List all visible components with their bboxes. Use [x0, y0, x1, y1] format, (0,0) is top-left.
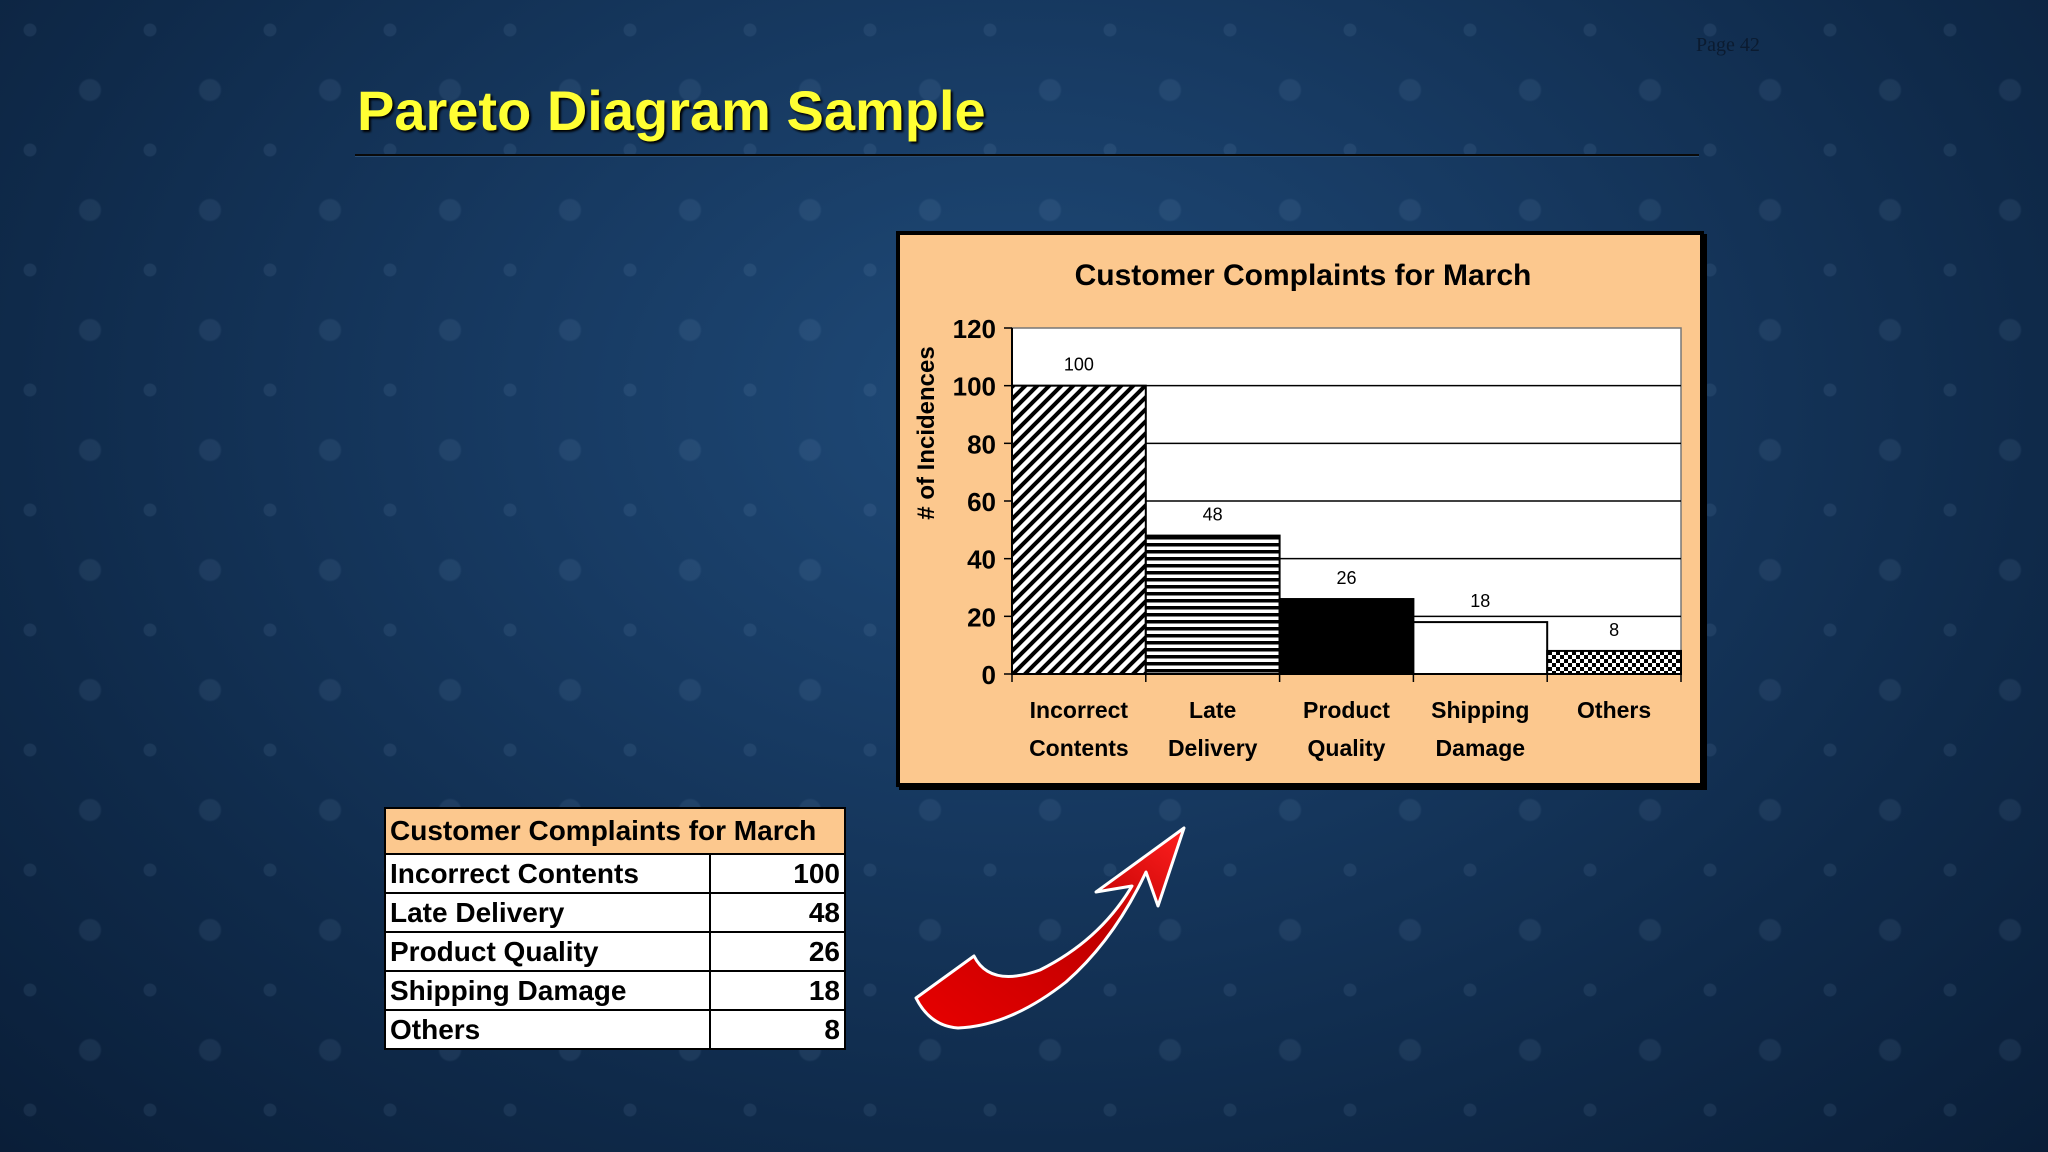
- x-tick-label: Late Delivery: [1168, 697, 1258, 761]
- y-tick-label: 60: [967, 487, 996, 517]
- table-cell-label: Others: [384, 1009, 711, 1050]
- table-row: Late Delivery 48: [384, 892, 846, 933]
- bar: [1144, 534, 1281, 675]
- x-tick-label: Shipping Damage: [1431, 697, 1529, 761]
- table-header: Customer Complaints for March: [384, 807, 846, 855]
- y-tick-label: 80: [967, 429, 996, 459]
- bar: [1011, 384, 1147, 676]
- slide-title: Pareto Diagram Sample: [357, 79, 986, 142]
- table-row: Incorrect Contents 100: [384, 853, 846, 894]
- x-tick-label: Incorrect Contents: [1029, 697, 1129, 761]
- table-cell-value: 100: [709, 853, 846, 894]
- data-table: Customer Complaints for March Incorrect …: [384, 807, 846, 1050]
- x-tick-label: Product Quality: [1303, 697, 1390, 761]
- bar: [1546, 649, 1683, 675]
- table-cell-value: 26: [709, 931, 846, 972]
- table-cell-label: Product Quality: [384, 931, 711, 972]
- title-divider: [355, 154, 1699, 156]
- y-tick-label: 40: [967, 545, 996, 575]
- data-label: 26: [1336, 568, 1356, 588]
- bar: [1412, 621, 1549, 676]
- data-label: 18: [1470, 591, 1490, 611]
- chart-title: Customer Complaints for March: [1075, 259, 1532, 292]
- y-tick-label: 100: [953, 372, 996, 402]
- table-cell-label: Shipping Damage: [384, 970, 711, 1011]
- table-cell-label: Late Delivery: [384, 892, 711, 933]
- pareto-chart: Customer Complaints for March # of Incid…: [896, 231, 1704, 787]
- data-label: 8: [1609, 620, 1619, 640]
- table-cell-label: Incorrect Contents: [384, 853, 711, 894]
- table-row: Shipping Damage 18: [384, 970, 846, 1011]
- y-tick-label: 0: [982, 660, 996, 690]
- y-tick-label: 20: [967, 602, 996, 632]
- table-cell-value: 8: [709, 1009, 846, 1050]
- page-number: Page 42: [1696, 34, 1760, 56]
- table-header-row: Customer Complaints for March: [384, 807, 846, 855]
- curved-arrow-icon: [914, 826, 1186, 1030]
- table-row: Product Quality 26: [384, 931, 846, 972]
- table-cell-value: 48: [709, 892, 846, 933]
- table-row: Others 8: [384, 1009, 846, 1050]
- y-axis-label: # of Incidences: [913, 346, 940, 519]
- data-label: 100: [1064, 355, 1094, 375]
- y-tick-label: 120: [953, 314, 996, 344]
- bar: [1278, 598, 1415, 675]
- chart-svg: Customer Complaints for March # of Incid…: [913, 259, 1683, 761]
- table-cell-value: 18: [709, 970, 846, 1011]
- data-label: 48: [1203, 505, 1223, 525]
- x-tick-label: Others: [1577, 697, 1651, 723]
